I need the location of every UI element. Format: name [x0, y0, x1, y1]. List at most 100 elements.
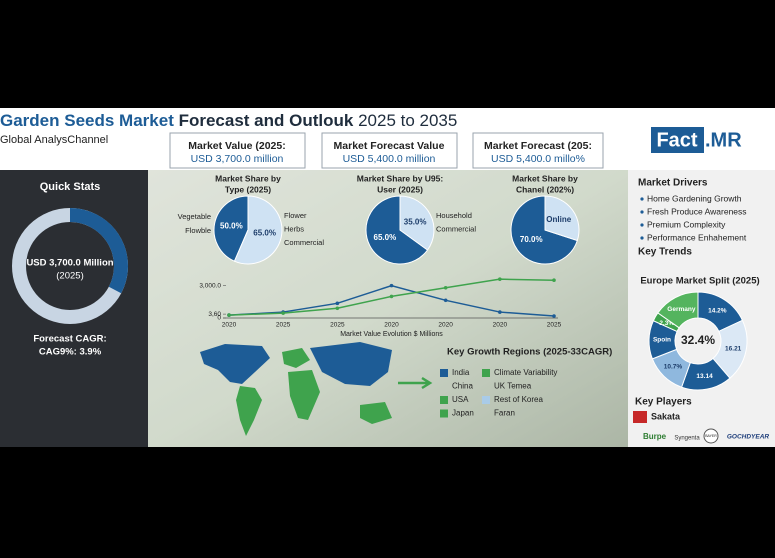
point [552, 314, 556, 318]
legend-swatch [440, 409, 448, 418]
land [200, 344, 270, 384]
ring-value: USD 3,700.0 Million [26, 258, 113, 269]
x-tick-label: 2020 [438, 322, 453, 329]
title-part: 2025 to 2035 [358, 111, 457, 130]
pie-title: Chanel (202%) [516, 184, 574, 194]
pie-annotation: Vegetable [178, 212, 211, 221]
arrow [398, 376, 433, 390]
logo-text: Fact [656, 129, 697, 151]
point [443, 285, 448, 290]
legend-label: China [452, 382, 473, 391]
slice-label: Online [546, 215, 571, 224]
land [310, 342, 392, 386]
pie-title: Market Share by [512, 173, 578, 183]
slice-label: Germany [667, 306, 696, 313]
x-axis-label: Market Value Evolution $ Millions [340, 331, 443, 338]
slice-label: 2.3% [659, 320, 674, 327]
legend-swatch [482, 369, 490, 377]
driver-item: Home Gardening Growth [647, 193, 742, 203]
slice [399, 195, 435, 251]
section-title: Market Drivers [638, 178, 708, 189]
pie-annotation: Flower [284, 211, 307, 220]
slice-label: 16.21 [725, 345, 742, 352]
slice [657, 291, 699, 329]
regions-title: Key Growth Regions (2025-33CAGR) [447, 347, 612, 358]
slice [365, 195, 429, 265]
slice-label: 50.0% [220, 222, 243, 231]
point [498, 277, 502, 281]
legend-label: India [452, 368, 470, 377]
cagr-value: CAG9%: 3.9% [39, 347, 102, 358]
point [389, 294, 394, 299]
legend-label: Faran [494, 409, 515, 418]
point [227, 313, 231, 317]
land [236, 386, 262, 436]
logo-box [651, 127, 704, 153]
point [498, 310, 502, 314]
pie-annotation: Flowble [185, 226, 211, 235]
point [389, 283, 394, 288]
pie-annotation: Household [436, 211, 472, 220]
slice-label: 65.0% [253, 229, 276, 238]
donut-title: Europe Market Split (2025) [640, 276, 759, 287]
x-tick-label: 2020 [493, 322, 508, 329]
pie-title: User (2025) [377, 184, 423, 194]
slice [544, 195, 580, 242]
slice [213, 195, 249, 262]
slice [233, 195, 283, 265]
stat-box: Market Value (2025: USD 3,700.0 million [169, 132, 306, 169]
land [288, 370, 320, 420]
slice-label: 70.0% [520, 235, 543, 244]
y-tick-label: 3,60 [208, 311, 221, 318]
player-logo [703, 428, 719, 444]
legend-label: Rest of Korea [494, 395, 543, 404]
pie-title: Market Share by [215, 173, 281, 183]
pie-annotation: Commercial [436, 224, 476, 233]
legend-label: USA [452, 395, 469, 404]
point [552, 278, 556, 283]
point [443, 298, 448, 303]
pie-annotation: Commercial [284, 238, 324, 247]
slice [510, 195, 578, 265]
world-map [200, 342, 433, 436]
legend-label: Japan [452, 409, 474, 418]
ring-year: (2025) [56, 271, 83, 282]
legend-label: Climate Variability [494, 368, 557, 377]
panel-title: Quick Stats [40, 181, 101, 193]
pie-title: Market Share by U95: [357, 173, 444, 183]
x-tick-label: 2025 [276, 322, 291, 329]
x-tick-label: 2020 [384, 322, 399, 329]
x-tick-label: 2025 [330, 322, 345, 329]
land [282, 348, 310, 368]
player-name: GOCHDYEAR [727, 434, 770, 441]
box-value: USD 5,400.0 millo% [491, 153, 585, 165]
slice-label: 10.7% [664, 364, 683, 371]
pie-title: Type (2025) [225, 184, 271, 194]
box-label: Market Forecast Value [334, 140, 445, 152]
y-tick-label: 3,000.0 [199, 282, 221, 289]
player-name: Syngenta [674, 436, 700, 442]
section-title: Key Trends [638, 247, 692, 258]
subtitle: Global AnalysChannel [0, 134, 108, 146]
bullet [640, 223, 644, 227]
title-part: Forecast and Outlouk [179, 111, 354, 130]
bullet [640, 210, 644, 214]
stat-box: Market Forecast Value USD 5,400.0 millio… [321, 132, 458, 169]
section-title: Key Players [635, 397, 692, 408]
driver-item: Fresh Produce Awareness [647, 206, 747, 216]
box-value: USD 3,700.0 million [191, 153, 284, 165]
driver-item: Performance Enhahement [647, 232, 747, 242]
bullet [640, 197, 644, 201]
bullet [640, 236, 644, 240]
x-tick-label: 2020 [222, 322, 237, 329]
slice-label: 14.2% [708, 307, 727, 314]
title: Garden Seeds Market Forecast and Outlouk… [0, 111, 457, 130]
legend-swatch [440, 396, 448, 404]
x-tick-label: 2025 [547, 322, 562, 329]
logo-text: .MR [705, 129, 742, 151]
slice-label: 65.0% [374, 233, 397, 242]
player-name: BAYER [705, 434, 717, 438]
driver-item: Premium Complexity [647, 219, 726, 229]
player-logo [633, 411, 647, 423]
